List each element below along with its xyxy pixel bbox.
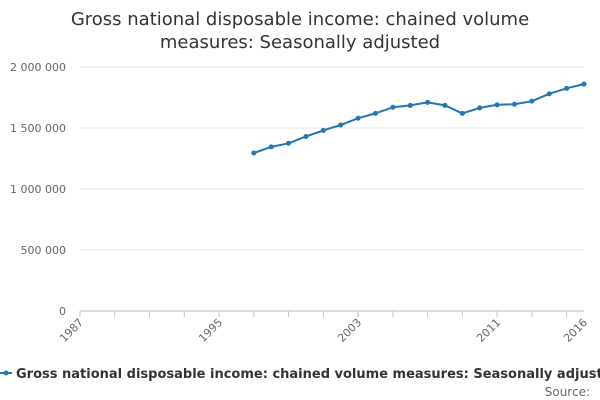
data-point[interactable]	[494, 102, 500, 108]
gridlines	[80, 66, 584, 251]
y-tick-label: 1 000 000	[10, 183, 66, 196]
x-tick-label: 2011	[474, 316, 503, 345]
x-tick-label: 1995	[196, 316, 225, 345]
data-point[interactable]	[459, 110, 465, 116]
data-point[interactable]	[268, 144, 274, 150]
legend[interactable]: Gross national disposable income: chaine…	[0, 367, 600, 382]
data-point[interactable]	[529, 98, 535, 104]
data-point[interactable]	[564, 85, 570, 91]
chart-title-line-2: measures: Seasonally adjusted	[160, 32, 440, 53]
x-tick-label: 1987	[57, 316, 86, 345]
data-point[interactable]	[338, 122, 344, 128]
chart-title: Gross national disposable income: chaine…	[71, 9, 529, 53]
y-tick-label: 500 000	[21, 244, 67, 257]
data-point[interactable]	[286, 140, 292, 146]
data-point[interactable]	[372, 110, 378, 116]
data-point[interactable]	[251, 150, 257, 156]
data-point[interactable]	[320, 127, 326, 133]
y-tick-label: 1 500 000	[10, 122, 66, 135]
data-point[interactable]	[303, 134, 309, 140]
plot-series	[251, 81, 587, 156]
data-point[interactable]	[390, 104, 396, 110]
data-point[interactable]	[546, 91, 552, 97]
data-point[interactable]	[581, 81, 587, 87]
y-tick-label: 0	[59, 305, 66, 318]
data-point[interactable]	[425, 99, 431, 105]
y-tick-label: 2 000 000	[10, 61, 66, 74]
data-point[interactable]	[511, 101, 517, 107]
series-line[interactable]	[253, 83, 585, 154]
x-axis: 1987 1995 2003 2011 2016	[57, 310, 590, 345]
legend-label[interactable]: Gross national disposable income: chaine…	[16, 367, 600, 382]
chart-title-line-1: Gross national disposable income: chaine…	[71, 9, 529, 30]
data-point[interactable]	[407, 102, 413, 108]
x-tick-label: 2016	[561, 316, 590, 345]
legend-marker-icon	[3, 370, 9, 376]
data-point[interactable]	[442, 102, 448, 108]
source-label: Source:	[545, 385, 590, 399]
data-point[interactable]	[355, 115, 361, 121]
x-tick-label: 2003	[335, 316, 364, 345]
y-axis: 0 500 000 1 000 000 1 500 000 2 000 000	[10, 61, 66, 318]
data-point[interactable]	[477, 105, 483, 111]
